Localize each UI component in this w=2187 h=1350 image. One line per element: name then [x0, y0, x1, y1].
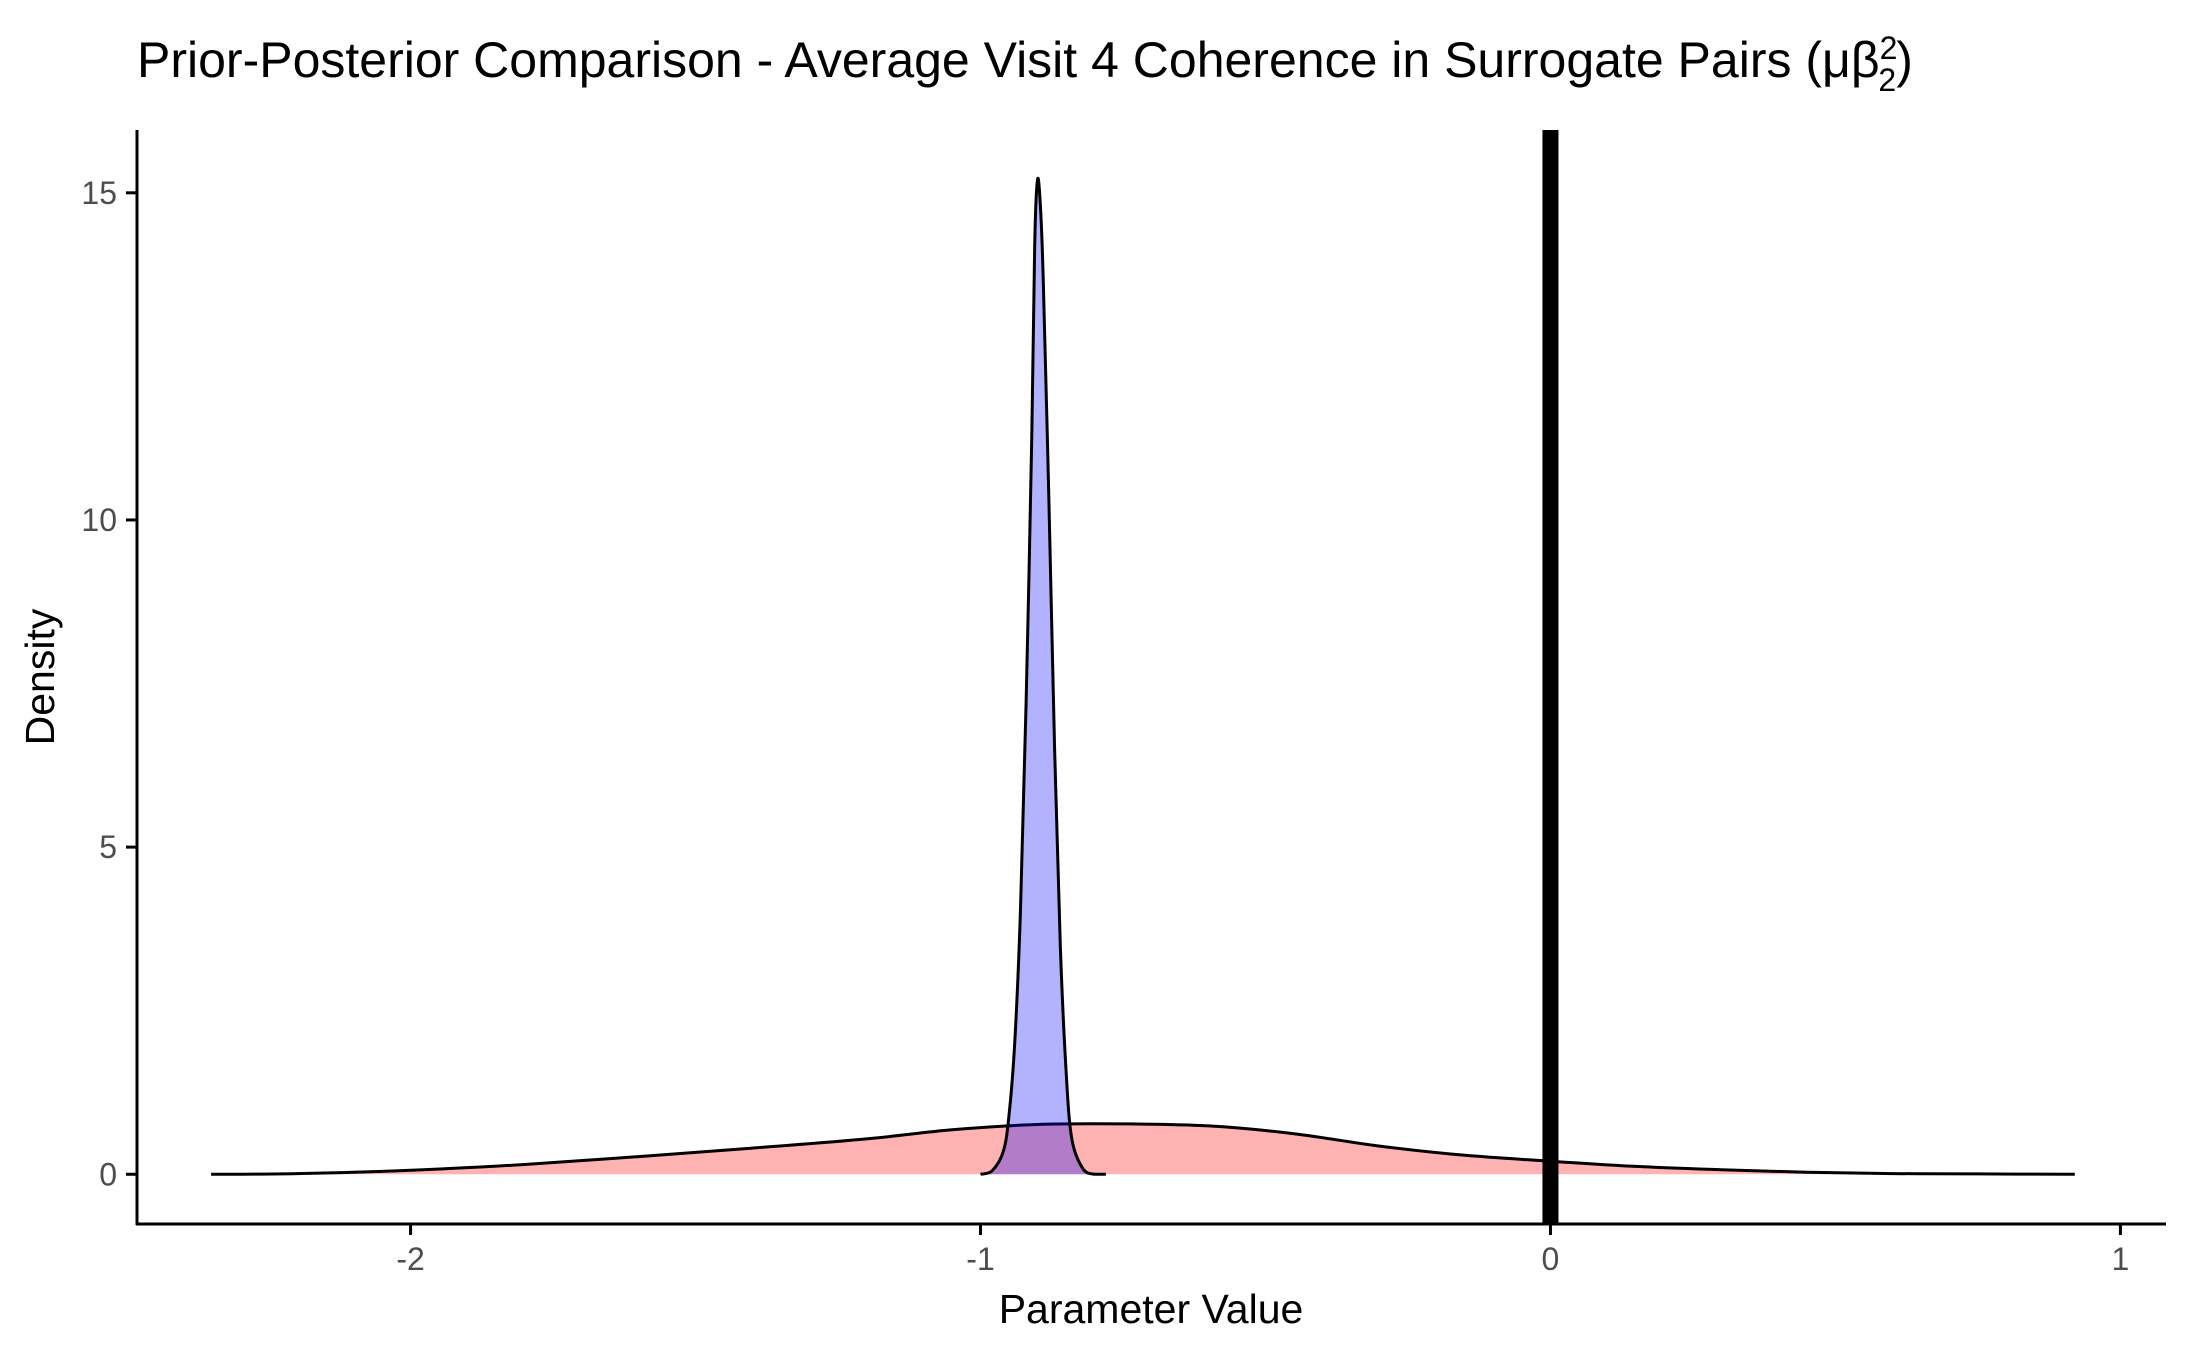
chart-title-suffix: ) [1896, 32, 1913, 88]
y-tick-label: 15 [81, 175, 117, 211]
y-axis-title: Density [17, 608, 63, 745]
x-axis-title: Parameter Value [999, 1286, 1304, 1332]
y-tick-label: 0 [99, 1156, 117, 1192]
density-line-1 [211, 1122, 2075, 1176]
density-area-1 [211, 1123, 2075, 1175]
chart-title-superscript: 2 [1880, 30, 1898, 66]
y-axis-ticks: 0 5 10 15 [81, 175, 137, 1192]
chart-title: Prior-Posterior Comparison - Average Vis… [137, 30, 1913, 98]
y-tick-label: 5 [99, 829, 117, 865]
chart-title-subscript: 2 [1878, 62, 1896, 98]
x-tick-label: 1 [2112, 1241, 2130, 1277]
x-axis-ticks: -2 -1 0 1 [396, 1224, 2129, 1277]
x-tick-label: 0 [1542, 1241, 1560, 1277]
plot-area [211, 130, 2075, 1224]
density-line-2 [980, 176, 1106, 1176]
density-area-2 [980, 178, 1106, 1175]
x-tick-label: -1 [966, 1241, 994, 1277]
chart-title-prefix: Prior-Posterior Comparison - Average Vis… [137, 32, 1822, 88]
y-tick-label: 10 [81, 502, 117, 538]
chart-title-symbol: μβ [1822, 32, 1880, 88]
x-tick-label: -2 [396, 1241, 424, 1277]
